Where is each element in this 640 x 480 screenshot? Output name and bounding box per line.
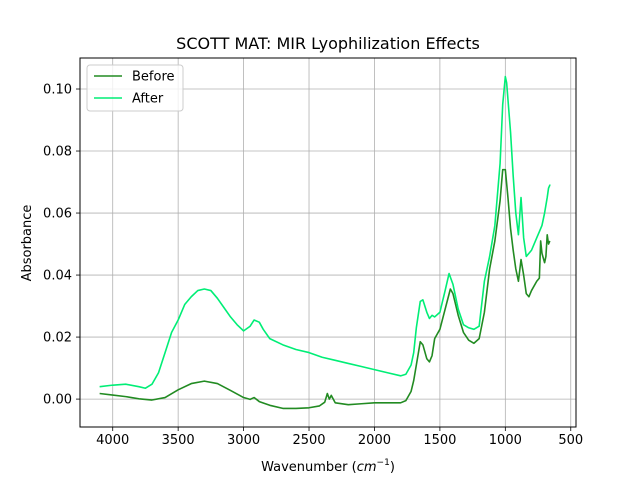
y-axis-label: Absorbance (20, 205, 35, 282)
x-axis-label-unit: cm (357, 460, 377, 475)
legend: Before After (86, 64, 184, 112)
y-tick-label: 0.06 (43, 207, 72, 222)
series-line-after (99, 75, 551, 390)
x-tick-label: 4000 (96, 433, 129, 448)
x-axis-label-exponent: −1 (377, 458, 390, 468)
y-tick-label: 0.00 (43, 393, 72, 408)
x-axis-label-suffix: ) (390, 460, 395, 475)
y-tick-label: 0.08 (43, 145, 72, 160)
x-tick-label: 1000 (489, 433, 522, 448)
series-group (99, 75, 551, 410)
x-tick-label: 2500 (292, 433, 325, 448)
chart-title: SCOTT MAT: MIR Lyophilization Effects (176, 34, 480, 53)
grid (80, 58, 576, 427)
x-tick-label: 2000 (358, 433, 391, 448)
axis-ticks: 4000 3500 3000 2500 2000 1500 1000 500 0.00 0.02 0… (43, 83, 583, 448)
plot-frame (79, 57, 577, 428)
x-axis-label-prefix: Wavenumber ( (261, 460, 357, 475)
x-tick-label: 500 (558, 433, 583, 448)
y-tick-label: 0.02 (43, 331, 72, 346)
x-tick-label: 3500 (162, 433, 195, 448)
legend-label-before: Before (132, 70, 175, 85)
x-tick-label: 3000 (227, 433, 260, 448)
x-tick-label: 1500 (423, 433, 456, 448)
x-axis-label: Wavenumber (cm−1) (261, 458, 395, 475)
legend-label-after: After (132, 92, 164, 107)
y-tick-label: 0.10 (43, 83, 72, 98)
series-line-before (99, 168, 551, 410)
y-tick-label: 0.04 (43, 269, 72, 284)
